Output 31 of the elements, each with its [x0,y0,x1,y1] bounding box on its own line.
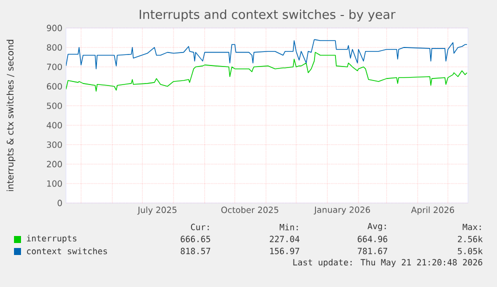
text: Max: [462,224,481,230]
y-tick-label: 100 [47,180,62,187]
y-tick-label: 400 [46,122,62,128]
chart-title: Interrupts and context switches - by year [140,9,396,22]
y-tick-label: 700 [47,64,62,70]
text: 5.05k [458,248,483,254]
y-tick-label: 0 [58,200,62,206]
y-tick-label: 900 [46,24,62,32]
text: Last update: Thu May 21 21:20:48 2026 [293,258,482,268]
text: 666.65 [180,236,210,242]
text: Cur: [190,224,209,230]
text: 781.67 [358,248,388,254]
y-tick-label: 800 [46,44,62,51]
text: 664.96 [358,236,388,242]
text: 156.97 [270,248,300,254]
legend-label: interrupts [26,234,76,244]
x-tick-label: April 2026 [411,206,454,215]
text: 227.04 [270,236,300,242]
x-tick-label: July 2025 [137,206,176,215]
text: 818.57 [180,248,210,254]
text: 2.56k [458,236,483,242]
y-tick-label: 600 [46,83,62,90]
legend-label: context switches [27,248,107,254]
y-tick-label: 300 [46,141,62,148]
y-tick-label: 500 [46,102,62,109]
x-tick-label: January 2026 [314,206,370,215]
text: Avg: [368,223,386,231]
x-tick-label: October 2025 [221,206,278,214]
y-axis-title: interrupts & ctx switches / second [6,40,16,192]
y-tick-label: 200 [46,160,62,168]
text: Min: [280,224,298,230]
